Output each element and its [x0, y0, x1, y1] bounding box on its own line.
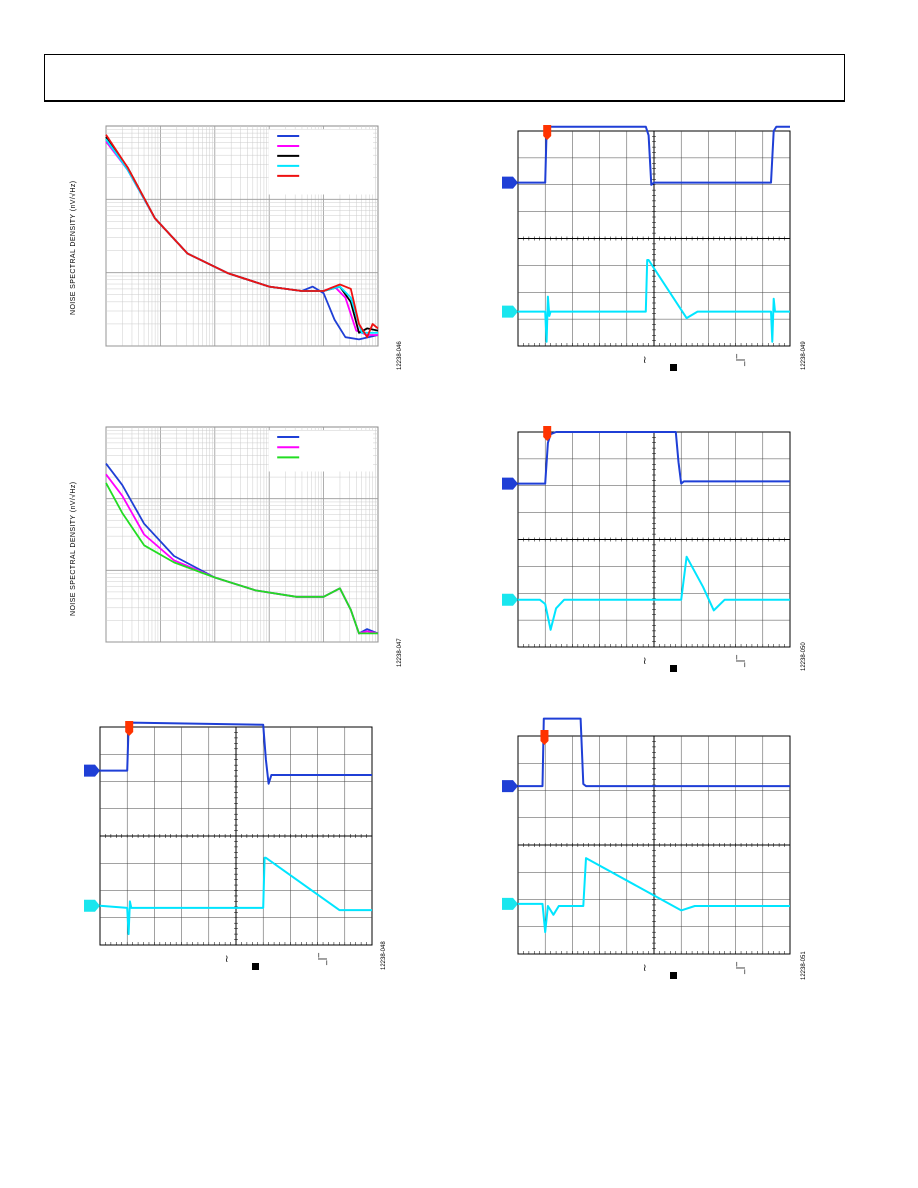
ch1-trace — [518, 125, 790, 186]
scope-grid — [517, 735, 791, 955]
coupling-symbol: ~ — [222, 955, 233, 963]
legend-box — [268, 129, 374, 195]
scope-chart-049-fig-id: 12238-049 — [801, 341, 807, 370]
ch2-trace — [518, 259, 790, 343]
scope-chart-049-plot: ~ _|‾ — [502, 125, 791, 371]
ch2-ground-marker — [502, 897, 518, 910]
scope-chart-050-plot: ~ _|‾ — [502, 426, 791, 672]
ch2-ground-marker — [84, 899, 100, 912]
grid — [105, 126, 378, 347]
scope-chart-050-fig-id: 12238-050 — [801, 642, 807, 671]
noise-chart-1-ylabel: NOISE SPECTRAL DENSITY (nV/√Hz) — [70, 180, 77, 316]
noise-chart-2-plot — [105, 426, 379, 643]
trigger-marker — [543, 426, 552, 441]
ch2-trace — [99, 856, 372, 936]
series-line-green — [105, 482, 378, 635]
trigger-marker — [125, 721, 134, 736]
stop-symbol — [670, 972, 677, 979]
noise-chart-1-plot — [105, 125, 379, 347]
trigger-edge-symbol: _|‾ — [736, 353, 746, 367]
ch2-ground-marker — [502, 593, 518, 606]
coupling-symbol: ~ — [640, 657, 651, 665]
stop-symbol — [670, 665, 677, 672]
trigger-edge-symbol: _|‾ — [736, 961, 746, 975]
scope-chart-051-fig-id: 12238-051 — [801, 951, 807, 980]
noise-chart-1-fig-id: 12238-046 — [397, 341, 403, 370]
trigger-edge-symbol: _|‾ — [736, 654, 746, 668]
ch2-ground-marker — [502, 305, 518, 318]
ch1-trace — [518, 431, 790, 485]
ch1-ground-marker — [502, 176, 518, 189]
noise-chart-2-ylabel: NOISE SPECTRAL DENSITY (nV/√Hz) — [70, 481, 77, 617]
ch1-trace — [518, 717, 790, 788]
coupling-symbol: ~ — [640, 356, 651, 364]
scope-grid — [517, 130, 791, 347]
scope-grid — [517, 431, 791, 648]
ch1-ground-marker — [84, 764, 100, 777]
stop-symbol — [252, 963, 259, 970]
series-line-red — [105, 134, 379, 339]
ch2-trace — [518, 555, 790, 631]
trigger-marker — [543, 125, 552, 140]
trigger-edge-symbol: _|‾ — [318, 952, 328, 966]
ch2-trace — [518, 857, 790, 934]
trigger-marker — [540, 730, 549, 745]
ch1-ground-marker — [502, 477, 518, 490]
ch1-trace — [100, 721, 372, 785]
scope-chart-051-plot: ~ _|‾ — [502, 717, 791, 979]
stop-symbol — [670, 364, 677, 371]
ch1-ground-marker — [502, 780, 518, 793]
page-header-box — [44, 54, 845, 102]
scope-chart-048-fig-id: 12238-048 — [381, 941, 387, 970]
noise-chart-2-fig-id: 12238-047 — [397, 638, 403, 667]
coupling-symbol: ~ — [640, 964, 651, 972]
scope-chart-048-plot: ~ _|‾ — [84, 721, 373, 970]
